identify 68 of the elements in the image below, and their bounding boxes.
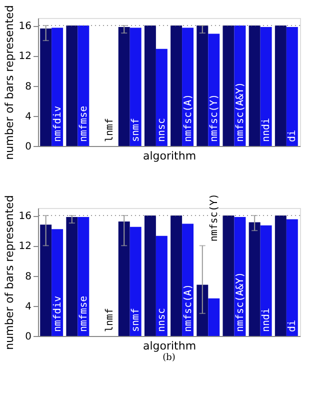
y-tick-label: 12 (18, 51, 32, 62)
x-tick-label: nmfsc(A&Y) (234, 272, 246, 332)
y-tick-label: 16 (18, 21, 32, 32)
x-tick-label: nmfsc(A&Y) (234, 82, 246, 142)
bar (286, 219, 298, 336)
text: (b) (162, 353, 176, 363)
x-tick-label: snmf (130, 118, 142, 142)
x-tick-label: nmfsc(Y) (208, 193, 220, 242)
bar (52, 28, 64, 146)
x-tick-label: nmfsc(Y) (208, 94, 220, 142)
x-tick-label: di (287, 320, 298, 332)
x-axis-title: algorithm (142, 150, 196, 162)
x-tick-label: nnsc (156, 118, 168, 142)
y-tick-label: 16 (18, 211, 32, 222)
y-tick-label: 8 (25, 81, 32, 92)
x-tick-label: lnmf (104, 308, 116, 332)
bar (40, 224, 52, 336)
bar (208, 34, 220, 146)
bar (208, 298, 220, 336)
bar (196, 284, 208, 336)
bar (274, 216, 286, 336)
bar (40, 28, 52, 146)
bar (248, 222, 260, 336)
x-tick-label: nmfmse (78, 296, 90, 332)
bar (144, 216, 156, 336)
bar (130, 226, 142, 336)
bar (222, 26, 234, 146)
bar (156, 48, 168, 146)
x-tick-label: snmf (130, 308, 142, 332)
bar (170, 216, 182, 336)
y-axis-title: number of bars represented (2, 5, 16, 160)
bar (78, 26, 90, 146)
x-tick-label: nmfmse (78, 106, 90, 142)
bar (66, 26, 78, 146)
bar (118, 222, 130, 336)
bar (66, 217, 78, 336)
x-tick-label: nndi (261, 118, 272, 142)
y-tick-label: 4 (25, 111, 32, 122)
bar (144, 26, 156, 146)
x-axis-title: algorithm (142, 340, 196, 352)
y-tick-label: 12 (18, 241, 32, 252)
x-tick-label: nmfdiv (52, 296, 64, 332)
y-axis-title: number of bars represented (2, 195, 16, 350)
bar (274, 26, 286, 146)
x-tick-label: nmfsc(A) (182, 94, 194, 142)
y-tick-label: 4 (25, 301, 32, 312)
bar (170, 26, 182, 146)
x-tick-label: nnsc (156, 308, 168, 332)
bar (248, 26, 260, 146)
x-tick-label: nmfdiv (52, 106, 64, 142)
x-tick-label: di (287, 130, 298, 142)
bar (130, 28, 142, 146)
bar (286, 27, 298, 146)
bar (78, 217, 90, 336)
bar (260, 27, 272, 146)
x-tick-label: nndi (261, 308, 272, 332)
bar (222, 216, 234, 336)
bar (52, 229, 64, 336)
bar (118, 27, 130, 146)
y-tick-label: 0 (25, 332, 32, 342)
x-tick-label: nmfsc(A) (182, 284, 194, 332)
bar (156, 236, 168, 336)
bar (182, 28, 194, 146)
x-tick-label: lnmf (104, 118, 116, 142)
bar (260, 225, 272, 336)
bar (196, 26, 208, 146)
y-tick-label: 0 (25, 142, 32, 152)
y-tick-label: 8 (25, 271, 32, 282)
